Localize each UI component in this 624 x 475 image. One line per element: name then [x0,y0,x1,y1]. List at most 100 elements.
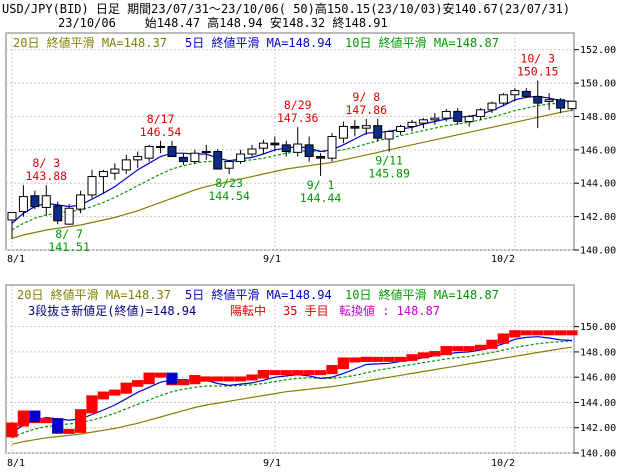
price-brick [326,365,338,375]
band-step [212,376,224,382]
price-brick [189,375,201,385]
band-step [303,370,315,376]
candle-body [544,99,554,102]
candle [190,149,200,165]
y-tick-label: 146.00 [580,373,616,384]
annotation-value: 146.54 [140,125,182,139]
candle [396,124,406,135]
candle [373,118,383,142]
annotation-date: 8/23 [215,176,243,190]
price-brick [486,339,498,349]
price-brick [74,409,87,433]
annotation-date: 9/11 [375,154,403,168]
annotation-value: 144.54 [208,189,250,203]
annotation-value: 145.89 [368,167,410,181]
candle-body [30,195,40,208]
price-brick [143,372,155,385]
annotation-value: 147.86 [346,103,388,117]
annotation-date: 8/17 [147,112,175,126]
price-brick [52,418,64,433]
bottom-plot-frame [5,284,575,454]
candle-body [407,121,417,127]
candle [418,118,428,129]
band-step [63,428,75,434]
legend-ma20-bottom: 20日 終値平滑 MA=148.37 [17,287,171,302]
y-tick-label: 144.00 [580,179,616,190]
new-price-bricks [6,330,578,438]
candle [53,201,63,225]
band-step [349,357,361,363]
y-tick-label: 142.00 [580,423,616,434]
band-step [292,370,304,376]
candle-body [18,196,28,213]
price-brick [120,382,132,394]
candle-body [270,142,280,146]
band-step [372,356,384,362]
candle-body [396,125,406,132]
price-brick [166,372,178,385]
band-step [314,370,327,376]
price-brick [17,410,30,427]
candle-body [567,100,577,110]
candle [201,144,211,160]
price-brick [132,380,144,387]
candle [464,114,474,127]
candle [110,163,120,180]
candle-body [533,95,543,104]
y-tick-label: 148.00 [580,347,616,358]
candle [533,80,543,129]
candle [567,100,577,112]
price-brick [497,333,510,344]
candle-body [167,146,177,158]
band-step [383,356,395,362]
candle-body [304,144,314,158]
price-brick [97,391,110,400]
candle [510,88,520,102]
price-brick [200,376,212,382]
chart-header: USD/JPY(BID) 日足 期間23/07/31～23/10/06( 50)… [0,0,624,32]
candle [316,153,326,176]
y-tick-label: 150.00 [580,322,616,333]
candle [407,119,417,132]
price-brick [109,389,121,396]
candle-body [201,151,211,154]
candle [213,149,223,170]
candle-body [384,130,394,140]
bottom-x-axis: 8/1 9/1 10/2 [7,458,515,469]
band-step [223,376,235,382]
band-step [394,356,407,362]
candle-body [430,117,440,121]
candle-body [453,110,463,122]
price-brick [86,395,98,414]
candle-body [178,156,188,163]
price-brick [360,356,372,362]
candle [167,140,177,158]
info-new-price-value: 3段抜き新値足(終値)=148.94 [28,303,196,318]
band-step [452,346,464,352]
candle [258,139,268,155]
legend-ma5-bottom: 5日 終値平滑 MA=148.94 [185,287,332,302]
band-step [177,380,190,386]
annotation-value: 141.51 [48,240,90,254]
candle-body [556,99,566,109]
candle-body [316,156,326,159]
candle [293,127,303,157]
x-label-sep1: 9/1 [263,254,281,265]
candle [544,93,554,110]
candle [133,151,143,169]
candle-body [487,102,497,111]
candle-body [41,195,51,208]
x-label-aug1: 8/1 [7,254,25,265]
annotation-date: 9/ 1 [307,178,335,192]
annotation-date: 10/ 3 [520,52,555,66]
candle [453,108,463,125]
bottom-y-axis: 140.00 142.00 144.00 146.00 148.00 150.00 [574,322,616,460]
header-ohlc-line: 23/10/06 始148.47 高148.94 安148.32 終148.91 [58,16,388,30]
candle [441,108,451,122]
candle-body [476,109,486,117]
price-brick [509,330,521,338]
header-period-line: USD/JPY(BID) 日足 期間23/07/31～23/10/06( 50)… [2,2,571,16]
y-tick-label: 148.00 [580,112,616,123]
price-brick [406,354,418,361]
